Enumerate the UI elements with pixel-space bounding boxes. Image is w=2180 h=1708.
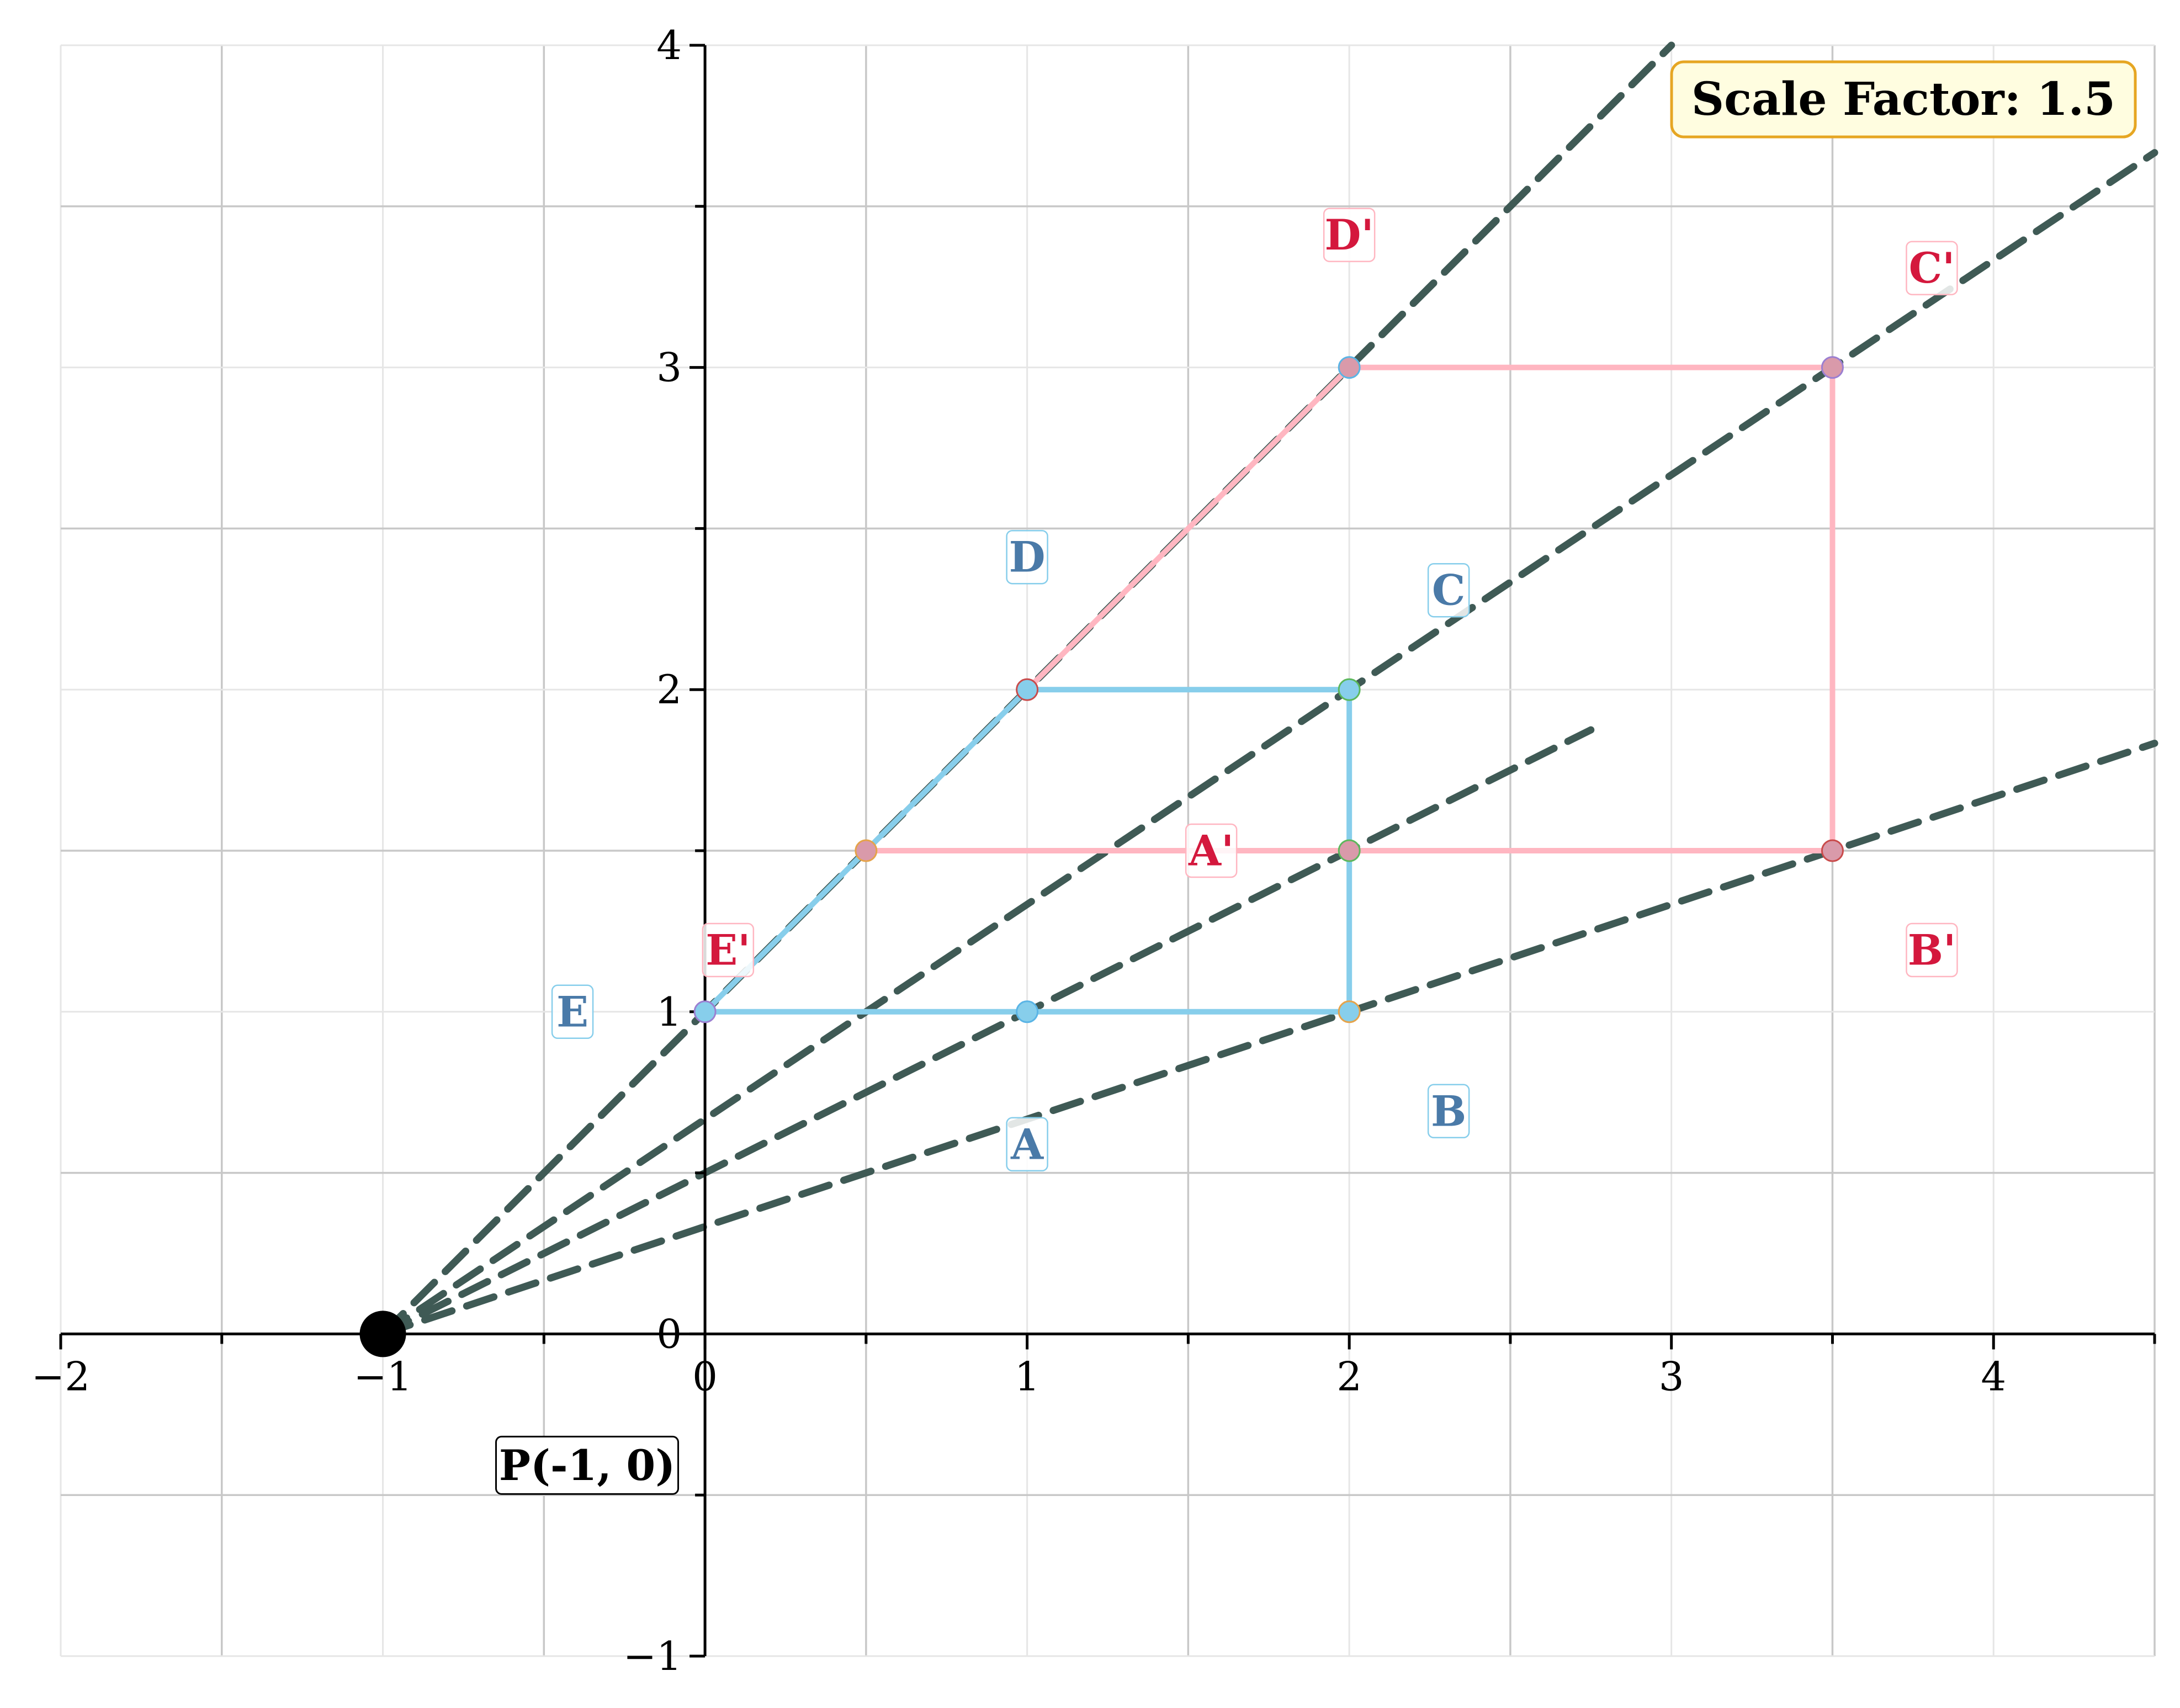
scale-factor-label: Scale Factor: 1.5 — [1691, 73, 2115, 126]
original-vertex-point — [1016, 678, 1039, 701]
vertex-label-box — [1185, 823, 1238, 878]
x-tick-label: −2 — [31, 1353, 90, 1399]
vertex-label: E — [556, 987, 588, 1036]
vertex-label-box — [551, 984, 594, 1039]
image-vertex-point — [1338, 839, 1361, 862]
vertex-label-box — [1906, 922, 1958, 978]
y-tick-label: 4 — [656, 22, 682, 68]
x-tick-label: 2 — [1336, 1353, 1362, 1399]
y-tick-label: 1 — [656, 989, 682, 1035]
vertex-labels: A B C D E A' B' C' D' E' — [551, 208, 1958, 1172]
vertex-label-box — [702, 922, 755, 978]
scale-factor-box-group: Scale Factor: 1.5 — [1670, 60, 2137, 139]
original-vertex-point — [1338, 678, 1361, 701]
vertex-label-box — [1427, 563, 1470, 618]
center-point-group: P(-1, 0) — [359, 1311, 680, 1495]
x-tick-label: −1 — [353, 1353, 412, 1399]
vertex-label: B — [1431, 1086, 1466, 1136]
y-tick-label: 0 — [656, 1311, 682, 1357]
x-tick-label: 1 — [1015, 1353, 1040, 1399]
vertex-label: D — [1009, 533, 1046, 582]
vertex-label-box — [1323, 208, 1376, 262]
vertex-label: C' — [1909, 243, 1955, 293]
center-label: P(-1, 0) — [499, 1441, 675, 1490]
image-vertex-point — [1821, 839, 1844, 862]
y-tick-label: 2 — [656, 666, 682, 713]
vertex-label: E' — [706, 926, 750, 975]
x-tick-label: 4 — [1981, 1353, 2006, 1399]
dilation-ray — [379, 726, 1595, 1338]
center-point — [359, 1311, 406, 1357]
center-label-box — [495, 1435, 680, 1495]
scale-factor-box — [1670, 60, 2137, 139]
y-tick-label: 3 — [656, 344, 682, 391]
original-vertex-point — [1338, 1000, 1361, 1023]
image-vertex-point — [1338, 356, 1361, 379]
vertex-label: B' — [1908, 926, 1956, 975]
dilation-ray — [379, 149, 2158, 1338]
vertex-label: A' — [1188, 826, 1234, 876]
polygons — [702, 364, 1836, 1015]
image-vertex-point — [1821, 356, 1844, 379]
original-polygon — [702, 687, 1352, 1015]
original-vertex-point — [693, 1000, 717, 1023]
vertex-label-box — [1006, 529, 1048, 585]
image-polygon — [863, 364, 1836, 853]
vertex-points — [693, 356, 1844, 1023]
axes: −2 −1 0 1 2 3 4 −1 0 1 2 3 4 — [31, 22, 2156, 1679]
x-tick-label: 0 — [692, 1353, 718, 1399]
vertex-label: C — [1432, 566, 1466, 615]
y-tick-label: −1 — [623, 1633, 682, 1679]
vertex-label-box — [1906, 241, 1958, 295]
image-vertex-point — [855, 839, 878, 862]
vertex-label: A — [1010, 1120, 1044, 1169]
x-tick-label: 3 — [1659, 1353, 1684, 1399]
original-vertex-point — [1016, 1000, 1039, 1023]
vertex-label: D' — [1325, 210, 1374, 259]
vertex-label-box — [1006, 1117, 1048, 1172]
vertex-label-box — [1427, 1084, 1470, 1139]
dilation-ray — [379, 739, 2158, 1338]
